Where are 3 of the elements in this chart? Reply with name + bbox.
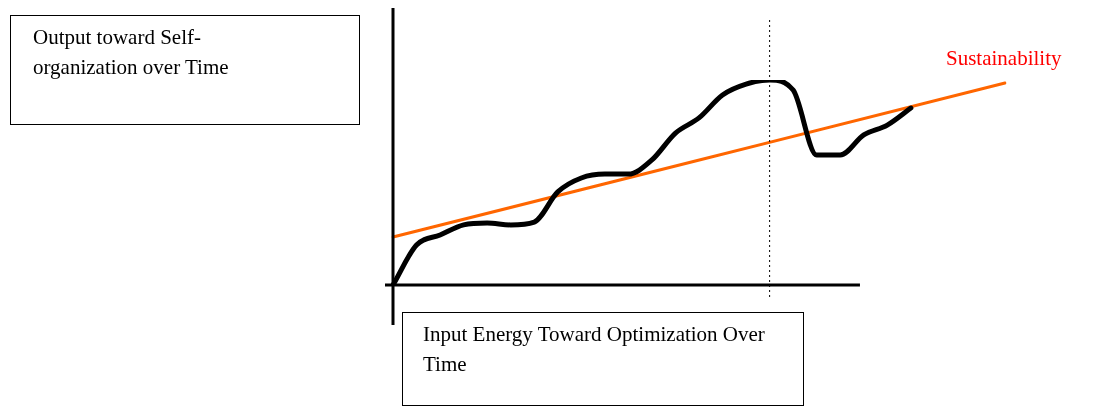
series-label: Sustainability xyxy=(946,46,1062,71)
x-axis-title: Input Energy Toward Optimization Over Time xyxy=(402,312,804,406)
text: Output toward Self-organization over Time xyxy=(10,15,360,125)
